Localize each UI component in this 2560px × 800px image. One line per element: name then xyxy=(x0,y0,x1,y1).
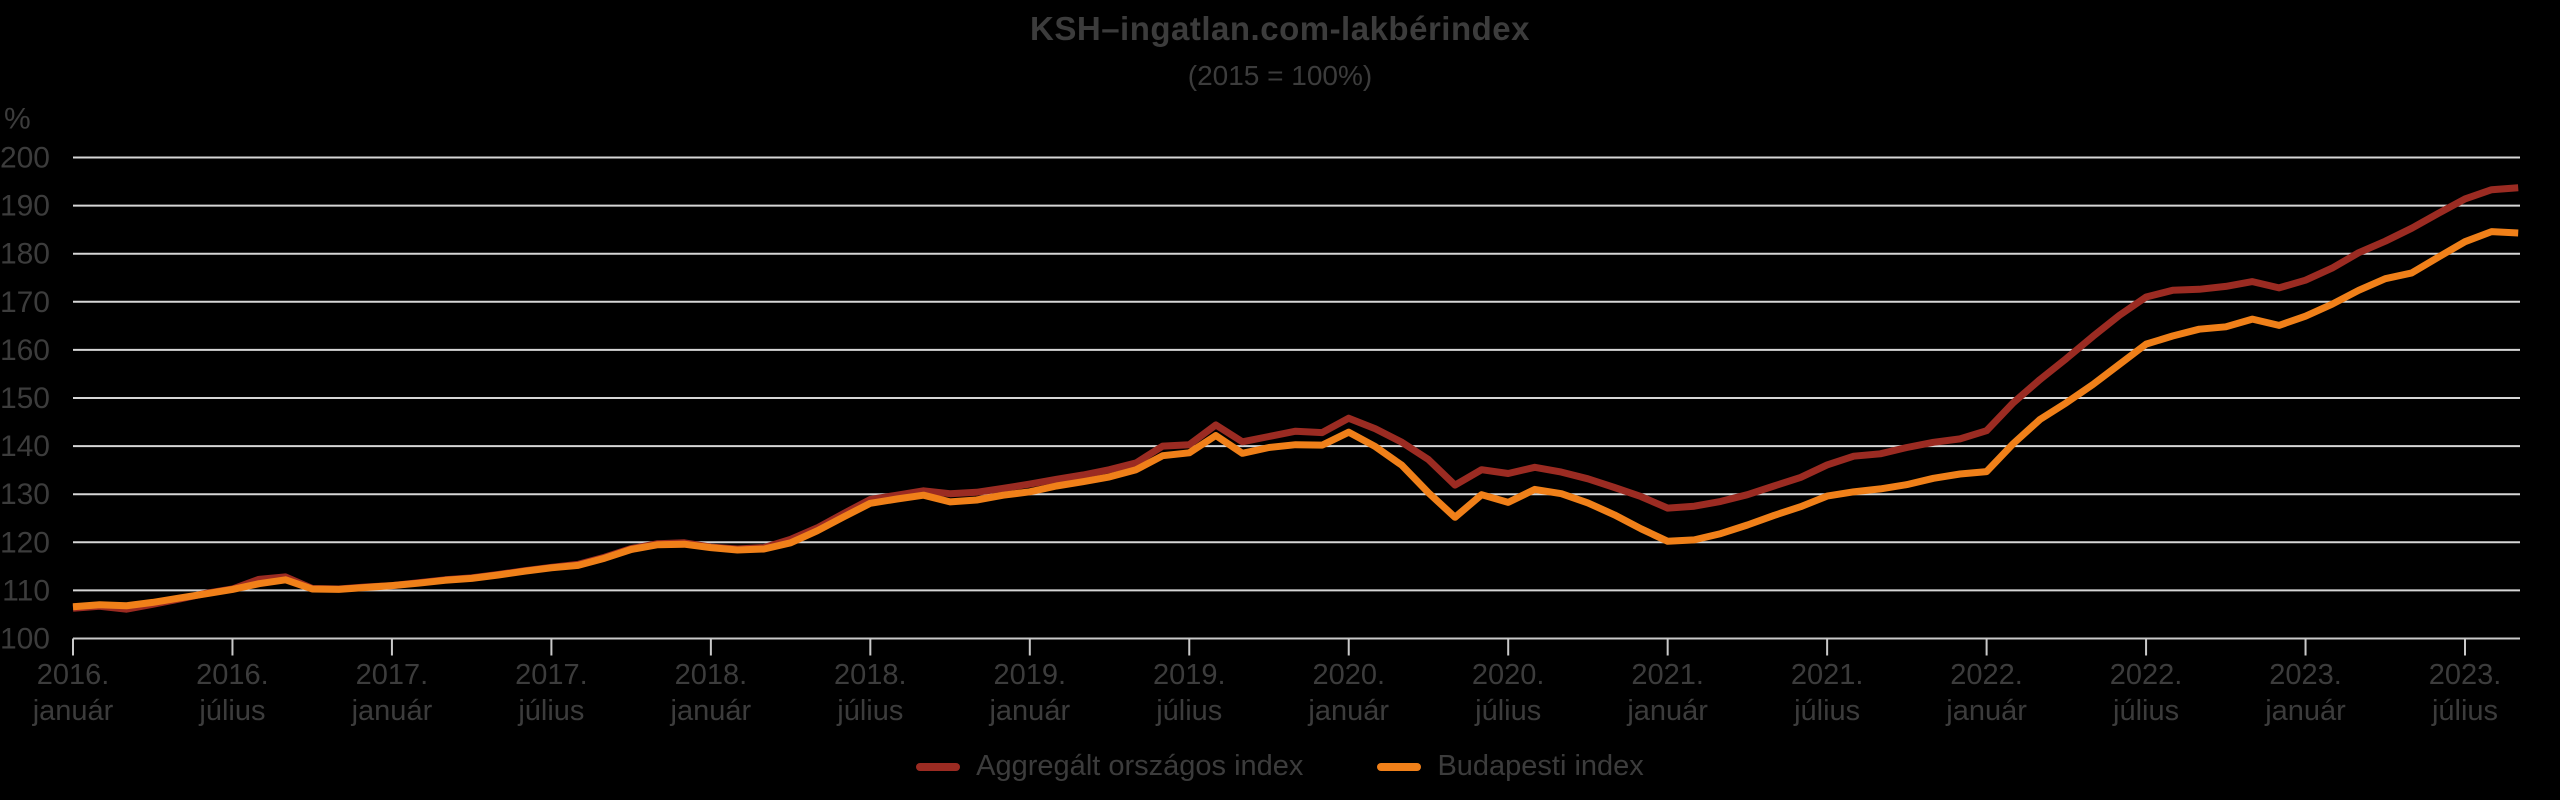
x-axis-tick-label-month: január xyxy=(2264,695,2346,727)
legend-swatch-icon xyxy=(1377,762,1422,771)
x-axis-tick-label-month: július xyxy=(2112,695,2179,727)
x-axis-tick-label-year: 2022. xyxy=(1950,659,2023,691)
y-axis-tick-label: 120 xyxy=(0,526,50,559)
legend-label: Budapesti index xyxy=(1437,750,1644,782)
x-axis-tick-label-month: július xyxy=(198,695,265,727)
x-axis-tick-label-year: 2017. xyxy=(515,659,588,691)
x-axis-tick-label-month: január xyxy=(1307,695,1389,727)
series-line-budapest xyxy=(72,228,2519,611)
x-axis-tick-label-month: január xyxy=(32,695,114,727)
x-axis-tick-label-year: 2019. xyxy=(994,659,1067,691)
y-axis-tick-label: 140 xyxy=(0,430,50,463)
x-axis-tick-label-year: 2023. xyxy=(2269,659,2342,691)
y-axis-tick-label: 160 xyxy=(0,334,50,367)
x-axis-tick-label-year: 2019. xyxy=(1153,659,1226,691)
x-axis-tick-label-year: 2018. xyxy=(675,659,748,691)
x-axis-tick-label-year: 2021. xyxy=(1631,659,1704,691)
y-axis-tick-label: 100 xyxy=(0,623,50,656)
chart-subtitle: (2015 = 100%) xyxy=(1187,60,1373,91)
legend-label: Aggregált országos index xyxy=(976,750,1304,782)
x-axis-tick-label-year: 2016. xyxy=(37,659,110,691)
y-axis-tick-label: 150 xyxy=(0,382,50,415)
y-axis-tick-label: 180 xyxy=(0,238,50,271)
x-axis-tick-label-month: január xyxy=(1626,695,1708,727)
y-axis-tick-label: 200 xyxy=(0,142,50,175)
x-axis-tick-label-year: 2016. xyxy=(196,659,269,691)
x-axis-tick-label-month: július xyxy=(1155,695,1222,727)
y-axis-tick-label: 130 xyxy=(0,478,50,511)
x-axis-tick-label-month: július xyxy=(1474,695,1541,727)
page-title: KSH–ingatlan.com-lakbérindex xyxy=(1030,10,1530,47)
chart-legend: Aggregált országos index Budapesti index xyxy=(0,750,2560,783)
x-axis-tick-label-year: 2021. xyxy=(1791,659,1864,691)
x-axis-tick-label-year: 2023. xyxy=(2429,659,2502,691)
x-axis-tick-label-year: 2018. xyxy=(834,659,907,691)
x-axis-tick-label-month: január xyxy=(670,695,752,727)
legend-item-national: Aggregált országos index xyxy=(916,750,1303,783)
y-axis-tick-label: 190 xyxy=(0,190,50,223)
x-axis-tick-label-year: 2020. xyxy=(1472,659,1545,691)
y-axis-tick-label: 110 xyxy=(2,574,50,607)
legend-item-budapest: Budapesti index xyxy=(1377,750,1644,783)
x-axis-tick-label-year: 2020. xyxy=(1312,659,1385,691)
x-axis-tick-label-month: július xyxy=(1793,695,1860,727)
x-axis-tick-label-year: 2017. xyxy=(356,659,429,691)
legend-swatch-icon xyxy=(916,762,961,771)
x-axis-tick-label-month: július xyxy=(836,695,903,727)
x-axis-tick-label-month: január xyxy=(1945,695,2027,727)
x-axis-tick-label-year: 2022. xyxy=(2110,659,2183,691)
y-axis-tick-label: 170 xyxy=(0,286,50,319)
x-axis-tick-label-month: július xyxy=(517,695,584,727)
x-axis-tick-label-month: január xyxy=(351,695,433,727)
x-axis-tick-label-month: július xyxy=(2431,695,2498,727)
x-axis-tick-label-month: január xyxy=(988,695,1070,727)
y-axis-unit-label: % xyxy=(4,103,31,136)
